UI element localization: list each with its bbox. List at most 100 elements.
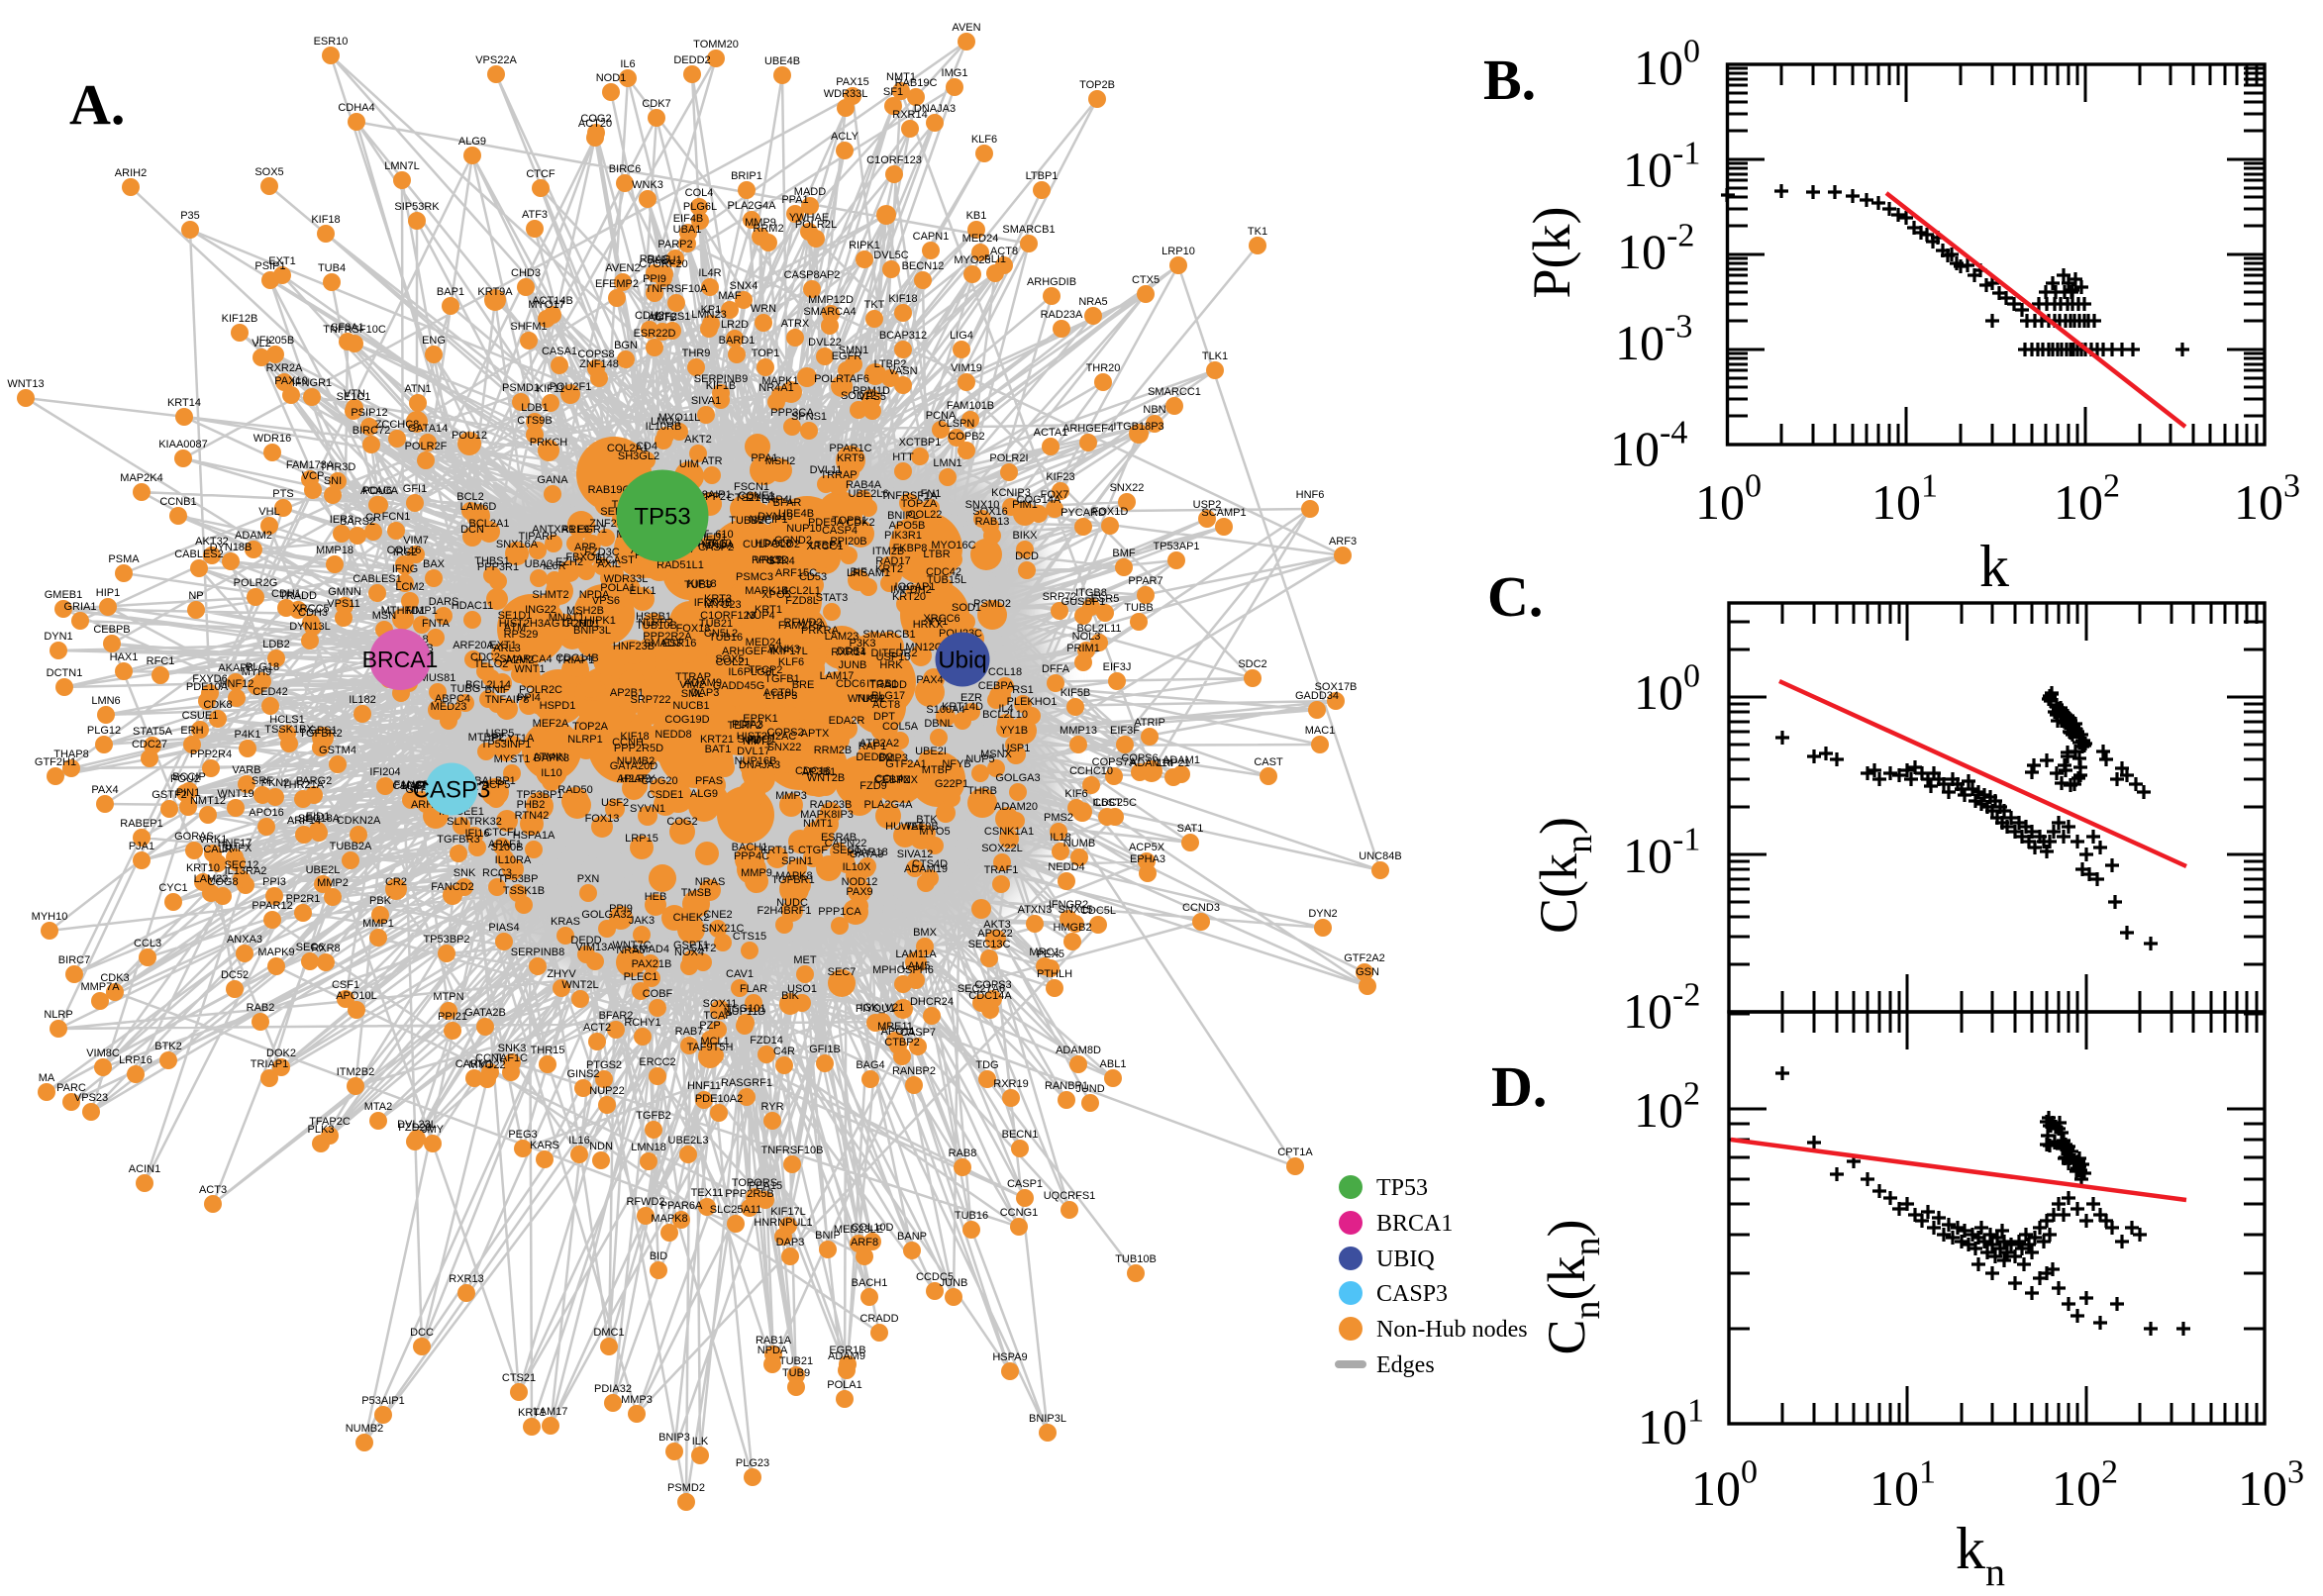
- svg-text:DYN7: DYN7: [746, 492, 774, 504]
- svg-text:CALR: CALR: [203, 844, 232, 855]
- svg-text:PLG18: PLG18: [246, 661, 279, 673]
- svg-text:PIK3R1: PIK3R1: [884, 530, 922, 542]
- svg-text:POLRTAF6: POLRTAF6: [814, 373, 869, 385]
- svg-text:IL4R: IL4R: [698, 267, 721, 279]
- svg-text:CTX5: CTX5: [1132, 274, 1160, 286]
- svg-text:PTGS2: PTGS2: [586, 1059, 622, 1071]
- svg-text:BNIP3L: BNIP3L: [1029, 1413, 1066, 1425]
- svg-text:CDK7: CDK7: [642, 98, 670, 110]
- svg-text:SEC27A6: SEC27A6: [958, 983, 1005, 995]
- svg-text:SMARCC1: SMARCC1: [1148, 386, 1201, 398]
- svg-text:CAPN1: CAPN1: [913, 231, 950, 243]
- svg-text:RFWD2: RFWD2: [626, 1196, 664, 1208]
- svg-text:WNK32: WNK32: [848, 693, 885, 705]
- svg-text:DYN1: DYN1: [44, 631, 72, 643]
- svg-text:MNDA: MNDA: [702, 540, 735, 551]
- svg-text:ACT8: ACT8: [872, 699, 900, 711]
- svg-text:POLA1: POLA1: [827, 1379, 861, 1391]
- svg-text:GOLGA3: GOLGA3: [995, 772, 1040, 784]
- svg-text:ARF3: ARF3: [1329, 536, 1357, 548]
- svg-text:CDC5L: CDC5L: [1080, 905, 1116, 917]
- svg-text:MAPK9: MAPK9: [257, 947, 294, 958]
- svg-text:MMP3: MMP3: [775, 790, 807, 802]
- svg-text:CSUE1: CSUE1: [182, 710, 219, 722]
- svg-text:XPO5: XPO5: [761, 589, 790, 601]
- svg-text:TKT: TKT: [864, 299, 885, 311]
- svg-text:CASP3: CASP3: [413, 776, 491, 803]
- svg-text:FANCE: FANCE: [394, 779, 431, 791]
- svg-text:LRP16: LRP16: [119, 1054, 152, 1066]
- svg-text:TERF2: TERF2: [728, 720, 762, 732]
- svg-text:SE1C1: SE1C1: [337, 391, 371, 403]
- svg-text:TNFRSF10B: TNFRSF10B: [761, 1145, 824, 1156]
- svg-text:ACP5: ACP5: [482, 779, 511, 791]
- svg-text:BCAP312: BCAP312: [879, 330, 927, 342]
- svg-text:KIF6: KIF6: [1064, 788, 1087, 800]
- svg-text:TP53AP1: TP53AP1: [1153, 541, 1199, 552]
- svg-text:PEX5: PEX5: [1037, 948, 1064, 960]
- svg-text:BNIPL: BNIPL: [887, 510, 919, 522]
- svg-text:MMP18: MMP18: [316, 545, 354, 556]
- svg-text:IL6: IL6: [728, 666, 743, 678]
- svg-text:BIKX: BIKX: [1012, 530, 1038, 542]
- svg-text:SNK: SNK: [454, 867, 476, 879]
- svg-text:DBNL: DBNL: [924, 718, 953, 730]
- svg-text:ERH: ERH: [180, 725, 203, 737]
- svg-text:COBF: COBF: [643, 988, 673, 1000]
- svg-text:NLRP1: NLRP1: [567, 734, 602, 746]
- svg-text:GATA20D: GATA20D: [610, 760, 658, 772]
- svg-text:THBS1: THBS1: [474, 555, 509, 567]
- svg-text:PRKCH: PRKCH: [530, 437, 568, 449]
- svg-text:STAT5A: STAT5A: [133, 726, 173, 738]
- svg-text:HUWE1: HUWE1: [885, 821, 925, 833]
- svg-text:GTF2H1: GTF2H1: [552, 618, 593, 630]
- svg-text:VL2: VL2: [252, 338, 271, 349]
- svg-text:AXIL: AXIL: [597, 558, 621, 570]
- svg-text:PLA2G4A: PLA2G4A: [864, 799, 914, 811]
- svg-text:COL2A1: COL2A1: [607, 443, 649, 454]
- svg-text:CPT1A: CPT1A: [1277, 1147, 1313, 1158]
- svg-text:BCL2L14: BCL2L14: [465, 679, 511, 691]
- svg-text:HAX1: HAX1: [110, 651, 139, 663]
- svg-text:ARL3: ARL3: [493, 643, 521, 654]
- svg-text:TOP2B: TOP2B: [1079, 79, 1115, 91]
- svg-text:PPI20B: PPI20B: [830, 536, 866, 548]
- svg-text:SNX22: SNX22: [1110, 482, 1145, 494]
- svg-text:NUP22: NUP22: [589, 1085, 624, 1097]
- svg-text:HSPD1: HSPD1: [540, 700, 576, 712]
- svg-text:SMAD3: SMAD3: [644, 638, 681, 649]
- svg-text:PXN: PXN: [577, 873, 600, 885]
- svg-text:RCHY1: RCHY1: [624, 1017, 660, 1029]
- svg-text:PLG12: PLG12: [87, 725, 121, 737]
- svg-text:BICAST: BICAST: [595, 554, 635, 566]
- svg-text:CCNE1: CCNE1: [738, 490, 774, 502]
- svg-text:D.: D.: [1491, 1054, 1547, 1119]
- svg-text:CAPN22: CAPN22: [825, 838, 867, 849]
- svg-text:RAB8: RAB8: [949, 1147, 977, 1159]
- svg-text:APO22: APO22: [977, 928, 1012, 940]
- svg-text:TUB4: TUB4: [318, 262, 346, 274]
- svg-text:SEC13C: SEC13C: [968, 939, 1011, 950]
- svg-text:CCL18: CCL18: [988, 666, 1022, 678]
- svg-text:EGFR: EGFR: [832, 350, 862, 362]
- svg-text:SOD12: SOD12: [841, 390, 876, 402]
- svg-text:ATP2A2: ATP2A2: [859, 738, 899, 749]
- svg-text:GATA3: GATA3: [850, 848, 883, 860]
- svg-text:KIF5B: KIF5B: [1060, 687, 1091, 699]
- svg-text:MRC1: MRC1: [1029, 947, 1060, 958]
- svg-text:TP53: TP53: [1376, 1175, 1428, 1201]
- svg-text:SMARCA4: SMARCA4: [803, 306, 856, 318]
- svg-text:MSN: MSN: [372, 610, 397, 622]
- svg-text:ADAM2: ADAM2: [235, 530, 272, 542]
- svg-text:KIF18: KIF18: [311, 214, 340, 226]
- svg-text:BIRC6: BIRC6: [609, 163, 641, 175]
- svg-text:ACP5X: ACP5X: [1129, 842, 1165, 853]
- svg-text:DEDD: DEDD: [570, 935, 601, 947]
- svg-text:VIM7: VIM7: [403, 535, 429, 547]
- svg-text:USO1: USO1: [787, 983, 817, 995]
- svg-text:DAP3: DAP3: [776, 1237, 805, 1248]
- svg-text:COPS8: COPS8: [577, 349, 614, 360]
- svg-text:CSNK1A1: CSNK1A1: [984, 826, 1034, 838]
- svg-text:CHD3: CHD3: [511, 267, 541, 279]
- svg-text:MAPK1: MAPK1: [761, 375, 798, 387]
